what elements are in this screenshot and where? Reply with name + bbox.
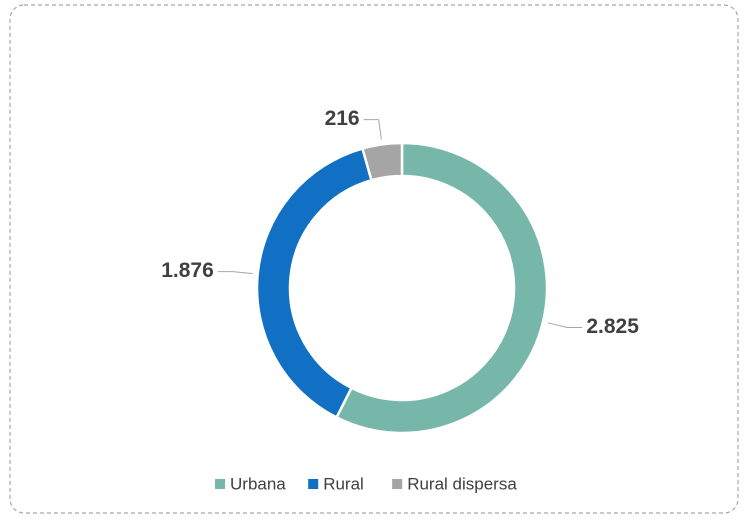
data-label: 1.876 bbox=[161, 259, 214, 282]
legend-swatch bbox=[392, 479, 403, 489]
legend-label: Rural dispersa bbox=[407, 474, 517, 493]
donut-slice bbox=[255, 146, 374, 420]
leader-line bbox=[217, 271, 253, 275]
leader-line bbox=[363, 119, 382, 140]
data-label: 216 bbox=[325, 107, 360, 130]
legend-swatch bbox=[308, 479, 319, 489]
donut-slice bbox=[334, 141, 549, 435]
data-label: 2.825 bbox=[586, 315, 639, 338]
leader-line bbox=[547, 322, 583, 328]
chart-border bbox=[9, 4, 739, 514]
legend-label: Rural bbox=[323, 474, 364, 493]
donut-slice bbox=[360, 141, 404, 182]
legend-label: Urbana bbox=[230, 474, 286, 493]
legend-swatch bbox=[215, 479, 225, 489]
